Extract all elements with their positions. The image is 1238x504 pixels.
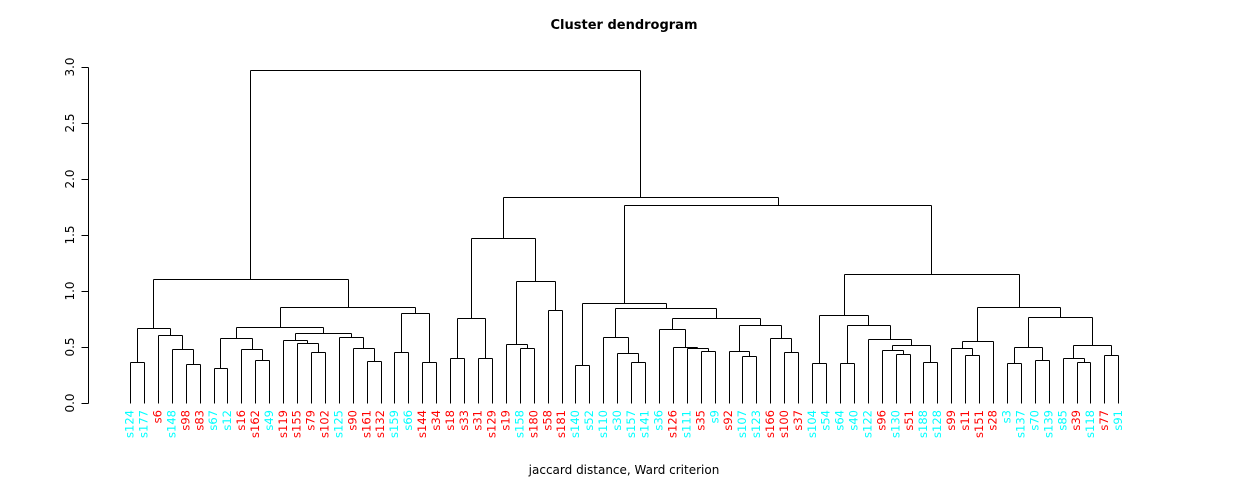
leaf-label: s12 [220, 410, 234, 431]
leaf-label: s77 [1097, 410, 1111, 431]
leaf-label: s141 [638, 410, 652, 438]
leaf-label: s64 [833, 410, 847, 431]
leaf-label: s92 [721, 410, 735, 431]
leaf-label: s79 [304, 410, 318, 431]
leaf-label: s157 [624, 410, 638, 438]
y-axis-tick-label: 2.0 [63, 169, 77, 188]
leaf-label: s119 [276, 410, 290, 438]
leaf-label: s16 [234, 410, 248, 431]
leaf-label: s18 [443, 410, 457, 431]
leaf-label: s30 [610, 410, 624, 431]
leaf-label: s37 [791, 410, 805, 431]
leaf-label: s102 [318, 410, 332, 438]
leaf-label: s122 [860, 410, 874, 438]
leaf-label: s159 [387, 410, 401, 438]
leaf-label: s31 [471, 410, 485, 431]
leaf-label: s40 [847, 410, 861, 431]
leaf-label: s124 [123, 410, 137, 438]
leaf-label: s58 [540, 410, 554, 431]
y-axis-tick-label: 2.5 [63, 113, 77, 132]
leaf-labels: s124 s177 s6 s148 s98 s83 s67 s12 s16 s162 s49 s119… [123, 410, 1125, 438]
leaf-label: s35 [693, 410, 707, 431]
leaf-label: s70 [1027, 410, 1041, 431]
leaf-label: s83 [192, 410, 206, 431]
leaf-label: s151 [972, 410, 986, 438]
leaf-label: s132 [373, 410, 387, 438]
chart-title: Cluster dendrogram [550, 18, 697, 33]
leaf-label: s126 [666, 410, 680, 438]
leaf-label: s36 [652, 410, 666, 431]
leaf-label: s107 [735, 410, 749, 438]
leaf-label: s180 [526, 410, 540, 438]
leaf-label: s66 [401, 410, 415, 431]
leaf-label: s162 [248, 410, 262, 438]
leaf-label: s90 [345, 410, 359, 431]
y-axis-tick-label: 0.5 [63, 337, 77, 356]
leaf-label: s39 [1069, 410, 1083, 431]
leaf-label: s125 [331, 410, 345, 438]
leaf-label: s19 [499, 410, 513, 431]
leaf-label: s28 [986, 410, 1000, 431]
y-axis-tick-label: 1.5 [63, 225, 77, 244]
leaf-label: s161 [359, 410, 373, 438]
leaf-label: s54 [819, 410, 833, 431]
leaf-label: s91 [1111, 410, 1125, 431]
leaf-label: s177 [137, 410, 151, 438]
leaf-label: s104 [805, 410, 819, 438]
leaf-label: s129 [485, 410, 499, 438]
leaf-label: s123 [749, 410, 763, 438]
leaf-label: s49 [262, 410, 276, 431]
leaf-label: s100 [777, 410, 791, 438]
dendrogram-links [130, 70, 1119, 404]
leaf-label: s144 [415, 410, 429, 438]
leaf-label: s3 [1000, 410, 1014, 423]
leaf-label: s130 [888, 410, 902, 438]
y-axis-tick-label: 1.0 [63, 281, 77, 300]
leaf-label: s139 [1041, 410, 1055, 438]
leaf-label: s51 [902, 410, 916, 431]
leaf-label: s34 [429, 410, 443, 431]
leaf-label: s98 [178, 410, 192, 431]
y-axis-tick-label: 0.0 [63, 393, 77, 412]
leaf-label: s148 [164, 410, 178, 438]
leaf-label: s9 [707, 410, 721, 423]
y-axis: 0.0 0.5 1.0 1.5 2.0 2.5 3.0 [63, 57, 89, 413]
x-axis-caption: jaccard distance, Ward criterion [528, 463, 720, 477]
leaf-label: s140 [568, 410, 582, 438]
leaf-label: s11 [958, 410, 972, 431]
leaf-label: s67 [206, 410, 220, 431]
leaf-label: s85 [1055, 410, 1069, 431]
leaf-label: s118 [1083, 410, 1097, 438]
leaf-label: s52 [582, 410, 596, 431]
y-axis-tick-label: 3.0 [63, 57, 77, 76]
leaf-label: s33 [457, 410, 471, 431]
leaf-label: s96 [874, 410, 888, 431]
leaf-label: s99 [944, 410, 958, 431]
leaf-label: s188 [916, 410, 930, 438]
leaf-label: s110 [596, 410, 610, 438]
leaf-label: s166 [763, 410, 777, 438]
leaf-label: s137 [1014, 410, 1028, 438]
leaf-label: s158 [512, 410, 526, 438]
leaf-label: s128 [930, 410, 944, 438]
leaf-label: s181 [554, 410, 568, 438]
leaf-label: s155 [290, 410, 304, 438]
leaf-label: s6 [151, 410, 165, 423]
leaf-label: s111 [679, 410, 693, 438]
